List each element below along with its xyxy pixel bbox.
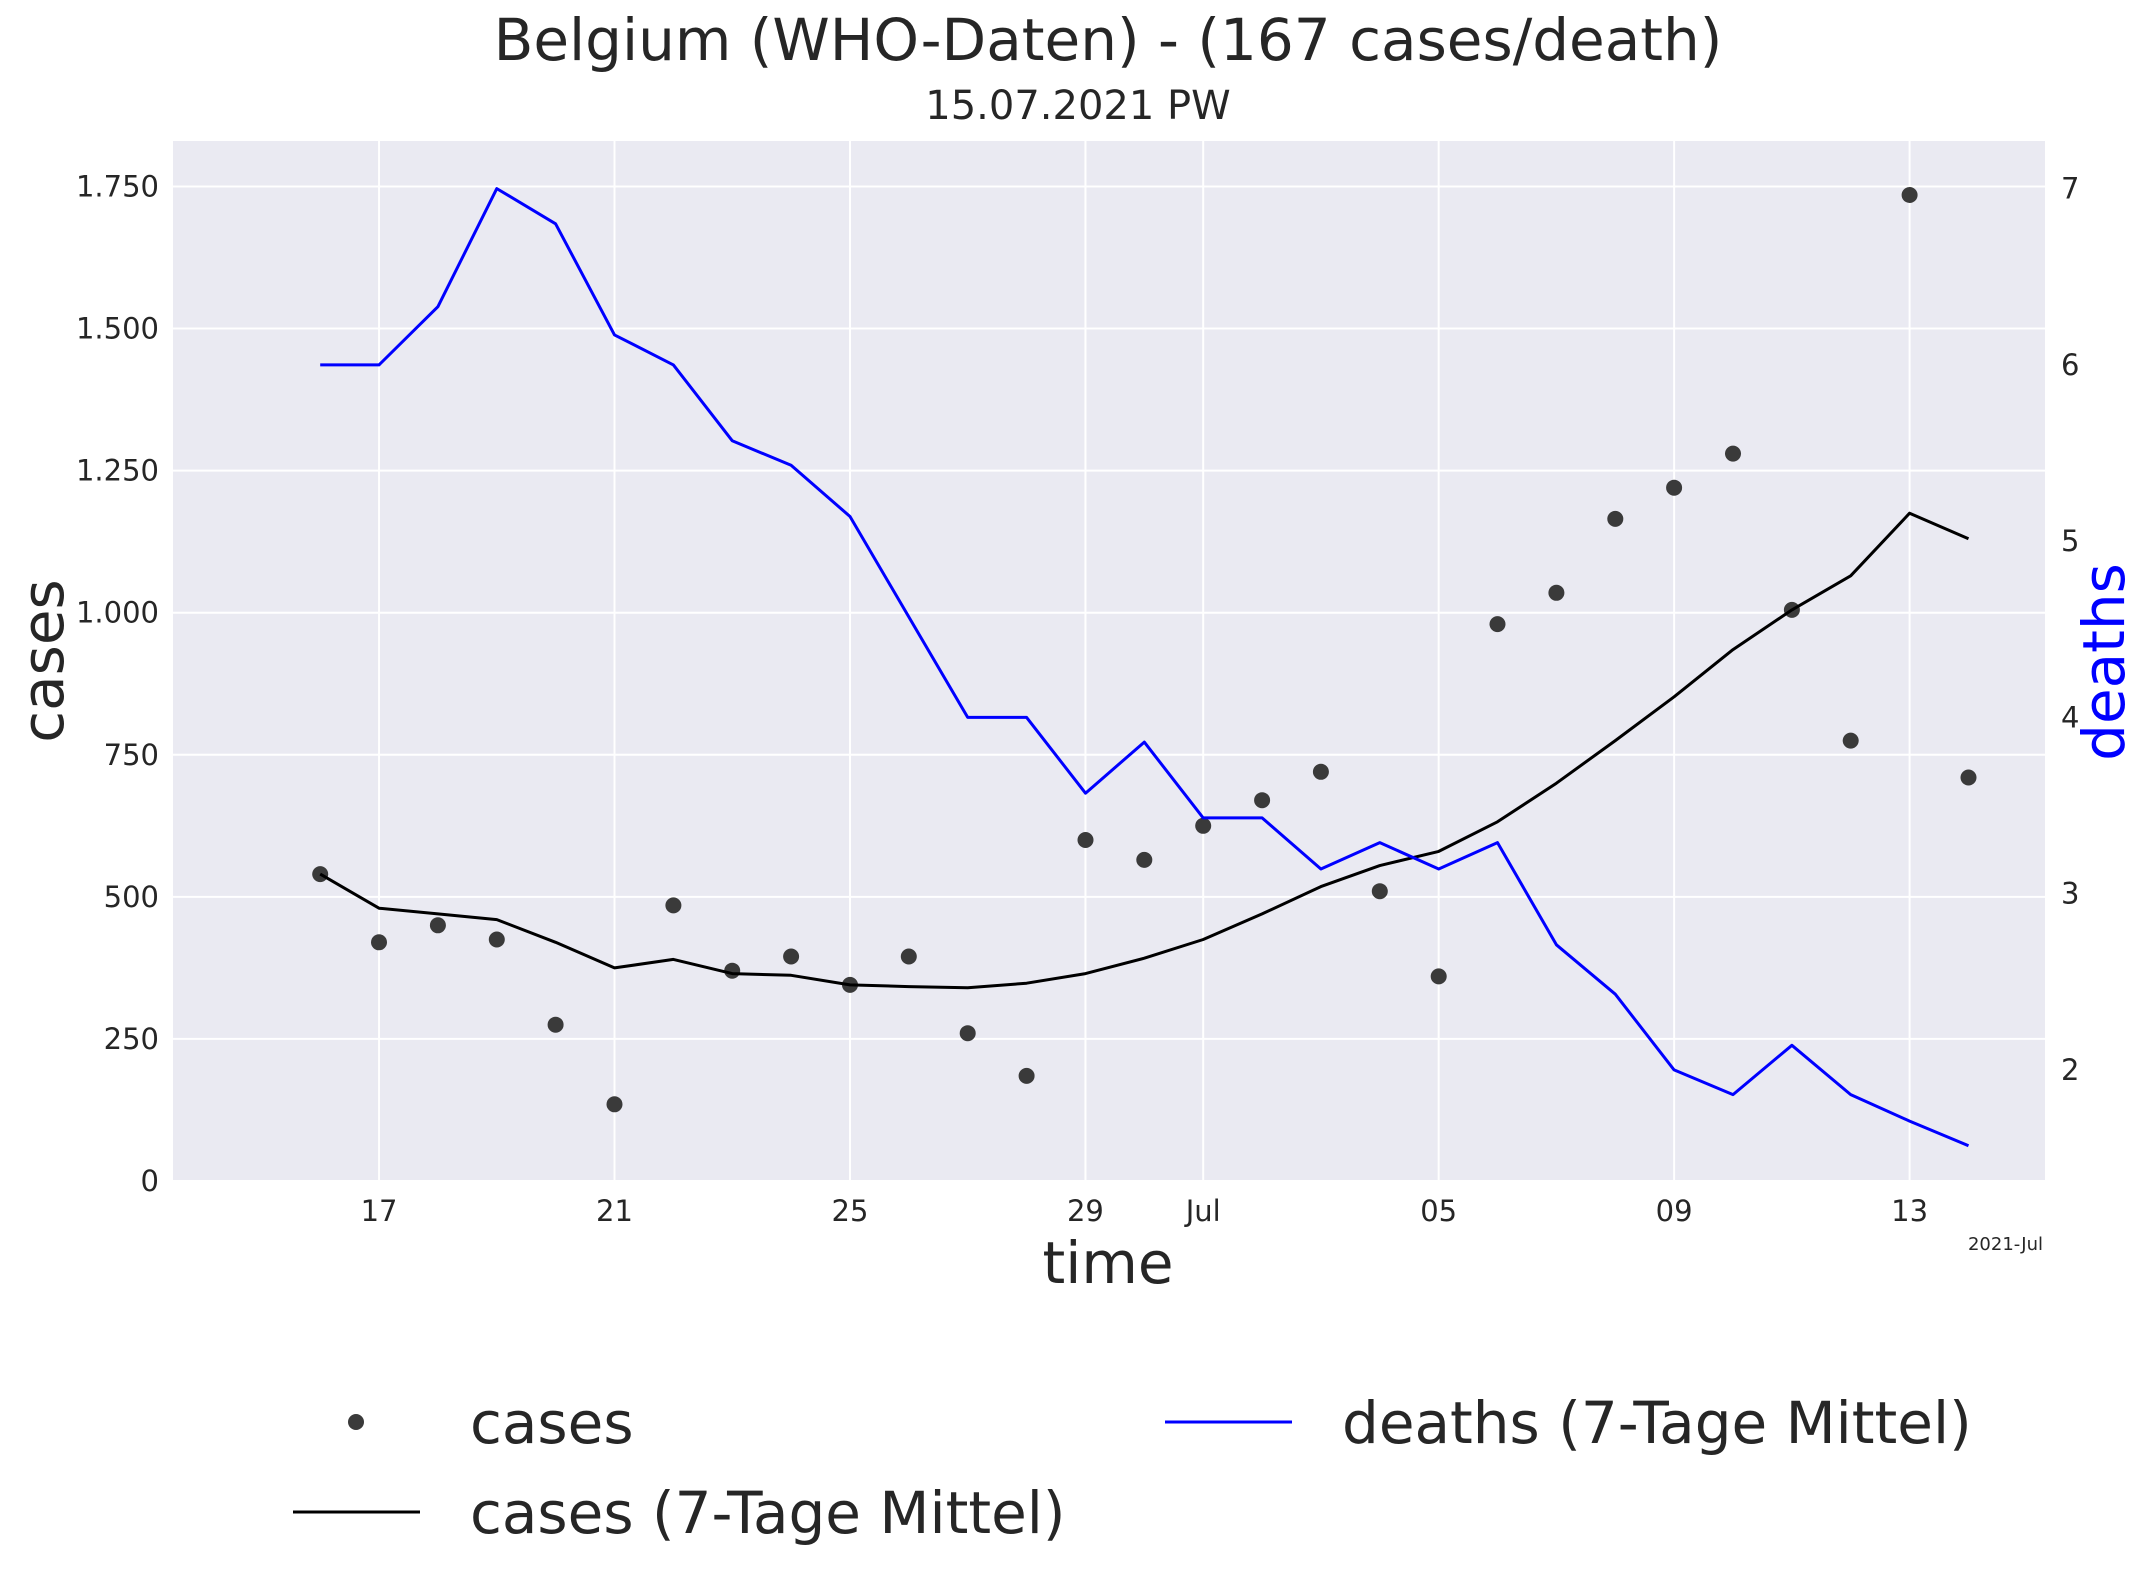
y-tick-label: 1.000 [76, 596, 159, 630]
data-point-cases [1018, 1067, 1035, 1084]
y-right-tick-label: 4 [2061, 700, 2079, 734]
data-point-cases [783, 948, 800, 965]
data-point-cases [1901, 187, 1918, 203]
x-tick-label: 25 [832, 1194, 869, 1228]
x-tick-label: 17 [361, 1194, 398, 1228]
chart-title: Belgium (WHO-Daten) - (167 cases/death) [494, 6, 1723, 74]
x-axis-label: time [1042, 1229, 1173, 1297]
legend: cases cases (7-Tage Mittel) deaths (7-Ta… [293, 1389, 1972, 1547]
x-axis-tick-labels: 17 21 25 29 Jul 05 09 13 [361, 1194, 1928, 1228]
y-right-tick-label: 6 [2061, 348, 2079, 382]
legend-item-cases: cases [348, 1389, 634, 1457]
data-point-cases [1312, 763, 1329, 780]
data-point-cases [1430, 968, 1447, 985]
x-tick-label: 13 [1891, 1194, 1928, 1228]
legend-item-cases-7-tage-mittel: cases (7-Tage Mittel) [293, 1479, 1066, 1547]
x-axis-offset-label: 2021-Jul [1968, 1234, 2043, 1255]
legend-item-deaths-7-tage-mittel: deaths (7-Tage Mittel) [1165, 1389, 1972, 1457]
data-point-cases [1725, 445, 1741, 462]
y-right-tick-label: 2 [2061, 1053, 2079, 1087]
data-point-cases [371, 934, 387, 951]
left-axis-tick-labels: 0 250 500 750 1.000 1.250 1.500 1.750 [76, 169, 159, 1198]
y-tick-label: 250 [104, 1022, 159, 1056]
data-point-cases [959, 1025, 976, 1042]
x-tick-label: 05 [1420, 1194, 1457, 1228]
data-point-cases [606, 1096, 623, 1113]
x-tick-label: 29 [1067, 1194, 1104, 1228]
y-axis-label: cases [9, 579, 77, 743]
legend-label-cases-7-tage-mittel: cases (7-Tage Mittel) [470, 1479, 1066, 1547]
y-tick-label: 1.250 [76, 454, 159, 488]
y-tick-label: 0 [141, 1164, 159, 1198]
legend-marker-cases [348, 1414, 364, 1430]
data-point-cases [547, 1016, 564, 1033]
data-point-cases [1548, 584, 1565, 601]
chart-subtitle: 15.07.2021 PW [925, 83, 1230, 129]
x-tick-label: Jul [1184, 1194, 1221, 1228]
data-point-cases [1607, 510, 1624, 527]
data-point-cases [1077, 832, 1094, 848]
data-point-cases [1842, 732, 1859, 749]
y-tick-label: 1.500 [76, 312, 159, 346]
data-point-cases [429, 917, 446, 934]
y-right-tick-label: 5 [2061, 524, 2079, 558]
y-right-tick-label: 7 [2061, 172, 2079, 206]
data-point-cases [1960, 769, 1977, 786]
data-point-cases [900, 948, 917, 965]
y-tick-label: 1.750 [76, 169, 159, 203]
y-right-tick-label: 3 [2061, 877, 2079, 911]
data-point-cases [1136, 851, 1153, 868]
data-point-cases [1254, 792, 1271, 809]
y-tick-label: 500 [104, 880, 159, 914]
data-point-cases [1489, 616, 1506, 633]
x-tick-label: 09 [1656, 1194, 1693, 1228]
legend-label-cases: cases [470, 1389, 634, 1457]
grid-layer [173, 141, 2045, 1182]
data-point-cases [1371, 883, 1388, 900]
right-axis-tick-labels: 2 3 4 5 6 7 [2061, 172, 2079, 1087]
x-tick-label: 21 [596, 1194, 633, 1228]
series-line-cases-7-tage-mittel [319, 511, 1970, 990]
series-line-deaths-7-tage-mittel [320, 187, 1970, 1148]
data-point-cases [724, 962, 741, 979]
data-point-cases [1666, 479, 1683, 496]
y-tick-label: 750 [104, 738, 159, 772]
series-layer [312, 187, 1977, 1148]
data-point-cases [488, 931, 505, 948]
data-point-cases [665, 897, 682, 914]
y-axis-label-right: deaths [2070, 563, 2138, 761]
legend-label-deaths-7-tage-mittel: deaths (7-Tage Mittel) [1342, 1389, 1972, 1457]
plot-area [173, 141, 2045, 1181]
data-point-cases [1195, 817, 1212, 834]
